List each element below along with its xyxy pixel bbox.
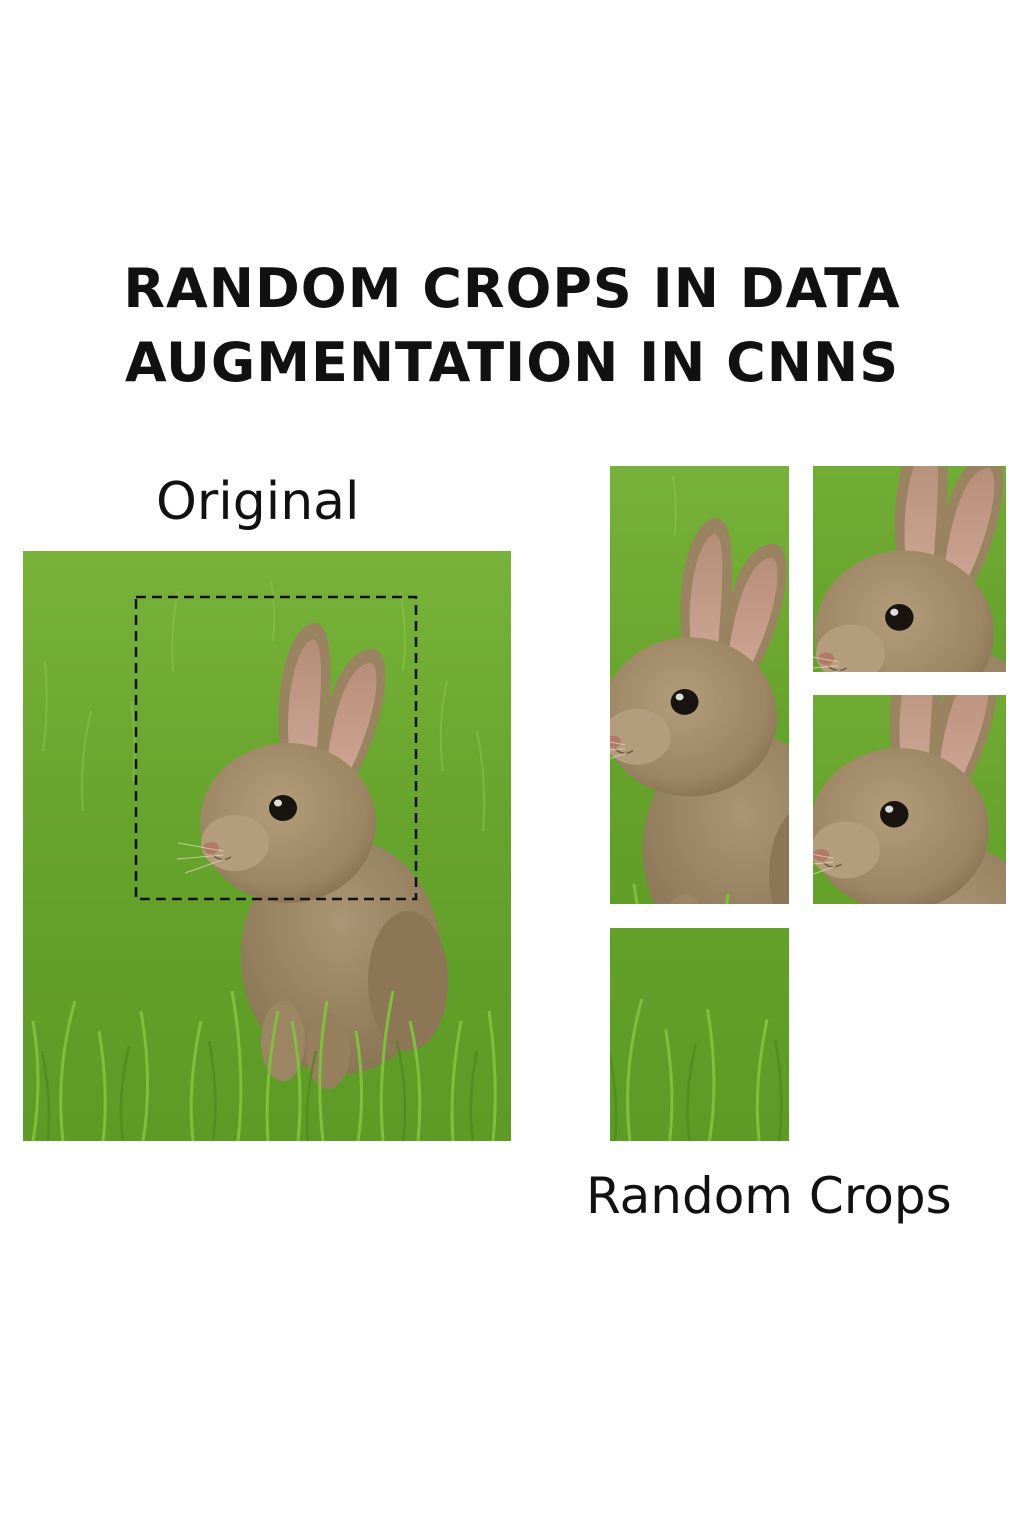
random-crop-3 (813, 695, 1006, 904)
crop-region-box (134, 595, 418, 901)
title-line-1: RANDOM CROPS IN DATA (123, 257, 901, 320)
title-line-2: AUGMENTATION IN CNNS (124, 331, 900, 394)
random-crop-4 (610, 928, 789, 1141)
diagram-title: RANDOM CROPS IN DATA AUGMENTATION IN CNN… (0, 252, 1024, 400)
random-crops-label: Random Crops (586, 1167, 952, 1225)
random-crop-1 (610, 466, 789, 904)
original-label: Original (156, 472, 360, 532)
original-image (23, 551, 511, 1141)
random-crop-2 (813, 466, 1006, 672)
